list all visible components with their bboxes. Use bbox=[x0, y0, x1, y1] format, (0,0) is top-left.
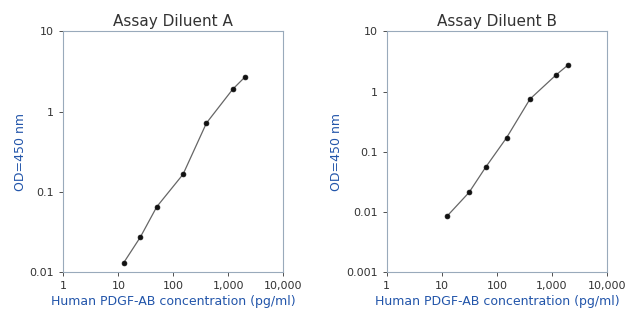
Title: Assay Diluent A: Assay Diluent A bbox=[113, 14, 233, 29]
X-axis label: Human PDGF-AB concentration (pg/ml): Human PDGF-AB concentration (pg/ml) bbox=[51, 295, 296, 308]
X-axis label: Human PDGF-AB concentration (pg/ml): Human PDGF-AB concentration (pg/ml) bbox=[374, 295, 619, 308]
Title: Assay Diluent B: Assay Diluent B bbox=[437, 14, 557, 29]
Y-axis label: OD=450 nm: OD=450 nm bbox=[14, 113, 27, 191]
Y-axis label: OD=450 nm: OD=450 nm bbox=[330, 113, 344, 191]
